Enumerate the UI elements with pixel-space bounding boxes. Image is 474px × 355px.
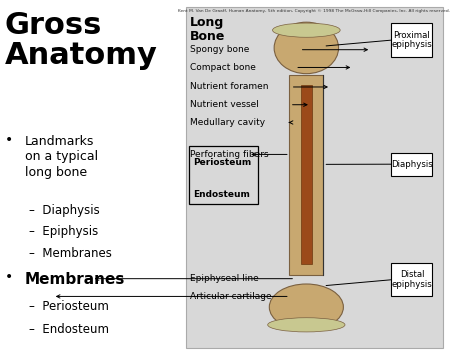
Text: Kent M. Van De Graaff, Human Anatomy, 5th edition, Copyright © 1998 The McGraw-H: Kent M. Van De Graaff, Human Anatomy, 5t…	[178, 9, 450, 13]
Text: Distal
epiphysis: Distal epiphysis	[392, 270, 432, 289]
Text: Articular cartilage: Articular cartilage	[190, 292, 272, 301]
Text: Periosteum: Periosteum	[193, 158, 251, 167]
FancyBboxPatch shape	[392, 23, 432, 57]
FancyBboxPatch shape	[392, 263, 432, 296]
Text: Medullary cavity: Medullary cavity	[190, 118, 265, 127]
Text: Gross
Anatomy: Gross Anatomy	[4, 11, 157, 70]
Text: –  Diaphysis: – Diaphysis	[29, 204, 100, 217]
Ellipse shape	[269, 284, 343, 330]
Text: –  Endosteum: – Endosteum	[29, 323, 109, 336]
Text: Perforating fibers: Perforating fibers	[190, 150, 269, 159]
Text: Compact bone: Compact bone	[190, 63, 256, 72]
Text: Epiphyseal line: Epiphyseal line	[190, 274, 259, 283]
Text: Endosteum: Endosteum	[193, 190, 250, 199]
Ellipse shape	[274, 22, 338, 74]
Text: Membranes: Membranes	[25, 272, 125, 286]
Text: •: •	[4, 270, 13, 284]
Text: Nutrient vessel: Nutrient vessel	[190, 100, 259, 109]
Text: Nutrient foramen: Nutrient foramen	[190, 82, 269, 92]
Text: Proximal
epiphysis: Proximal epiphysis	[392, 31, 432, 49]
Text: –  Epiphysis: – Epiphysis	[29, 225, 98, 239]
Text: Long
Bone: Long Bone	[190, 16, 226, 43]
Text: Diaphysis: Diaphysis	[391, 160, 433, 169]
FancyBboxPatch shape	[186, 7, 443, 348]
Text: Landmarks
on a typical
long bone: Landmarks on a typical long bone	[25, 135, 98, 179]
Polygon shape	[301, 85, 312, 264]
Ellipse shape	[273, 23, 340, 37]
Polygon shape	[289, 75, 323, 275]
Text: –  Membranes: – Membranes	[29, 247, 112, 260]
Text: •: •	[4, 133, 13, 147]
Ellipse shape	[268, 318, 345, 332]
Text: Spongy bone: Spongy bone	[190, 45, 249, 54]
Text: –  Periosteum: – Periosteum	[29, 300, 109, 313]
FancyBboxPatch shape	[392, 153, 432, 176]
